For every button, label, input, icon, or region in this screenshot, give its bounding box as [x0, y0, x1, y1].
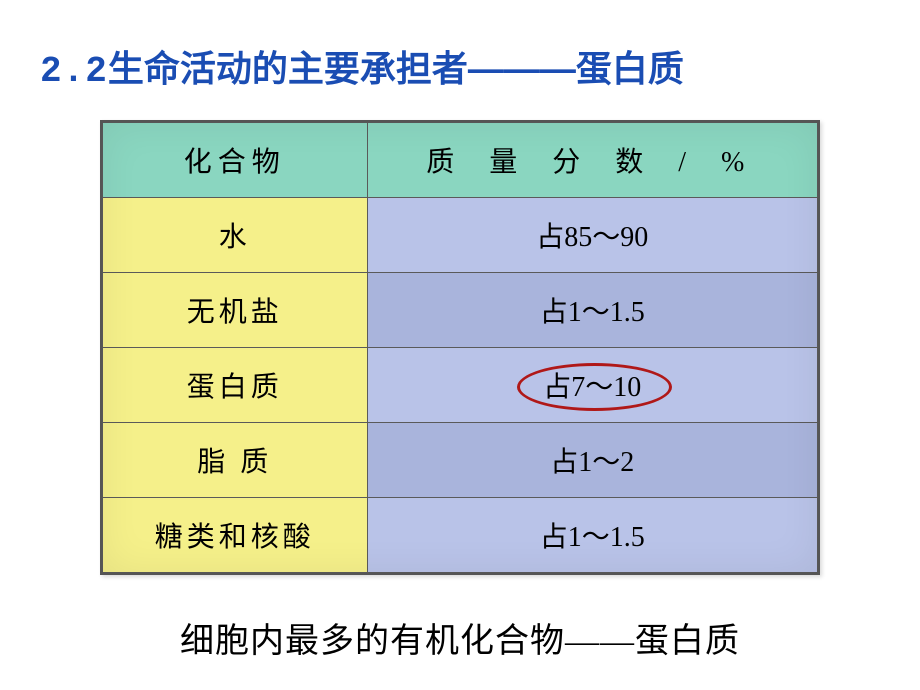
cell-value: 占1～1.5	[367, 498, 817, 573]
table-row: 无机盐 占1～1.5	[103, 273, 818, 348]
composition-table: 化合物 质 量 分 数 / % 水 占85～90 无机盐 占1～1.5 蛋白质 …	[102, 122, 818, 573]
cell-value: 占7～10	[367, 348, 817, 423]
slide: 2.2生命活动的主要承担者———蛋白质 化合物 质 量 分 数 / % 水 占8…	[0, 0, 920, 690]
cell-compound: 蛋白质	[103, 348, 368, 423]
table-row: 蛋白质 占7～10	[103, 348, 818, 423]
table-row: 糖类和核酸 占1～1.5	[103, 498, 818, 573]
cell-value: 占1～2	[367, 423, 817, 498]
footer-caption: 细胞内最多的有机化合物——蛋白质	[30, 613, 890, 662]
cell-compound: 脂 质	[103, 423, 368, 498]
heading-text: 生命活动的主要承担者———蛋白质	[108, 48, 684, 89]
cell-value: 占85～90	[367, 198, 817, 273]
table-row: 脂 质 占1～2	[103, 423, 818, 498]
header-mass-fraction: 质 量 分 数 / %	[367, 123, 817, 198]
cell-value: 占1～1.5	[367, 273, 817, 348]
cell-compound: 糖类和核酸	[103, 498, 368, 573]
composition-table-wrap: 化合物 质 量 分 数 / % 水 占85～90 无机盐 占1～1.5 蛋白质 …	[100, 120, 820, 575]
header-compound: 化合物	[103, 123, 368, 198]
section-number: 2.2	[40, 51, 108, 92]
table-header-row: 化合物 质 量 分 数 / %	[103, 123, 818, 198]
table-row: 水 占85～90	[103, 198, 818, 273]
page-title: 2.2生命活动的主要承担者———蛋白质	[30, 40, 890, 92]
cell-compound: 无机盐	[103, 273, 368, 348]
cell-compound: 水	[103, 198, 368, 273]
